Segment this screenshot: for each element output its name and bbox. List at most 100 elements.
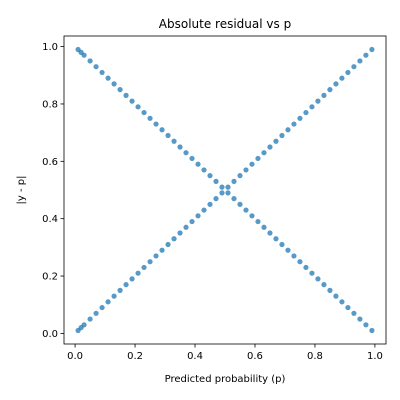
y-tick-label: 0.4 xyxy=(42,214,58,225)
scatter-point xyxy=(327,287,333,293)
scatter-point xyxy=(357,316,363,322)
x-axis-ticks: 0.0 0.2 0.4 0.6 0.8 1.0 xyxy=(67,344,383,362)
y-axis-ticks: 0.0 0.2 0.4 0.6 0.8 1.0 xyxy=(42,42,64,340)
scatter-point xyxy=(213,178,219,184)
y-tick-label: 0.6 xyxy=(42,157,58,168)
scatter-point xyxy=(363,52,369,58)
scatter-point xyxy=(183,150,189,156)
scatter-point xyxy=(177,230,183,236)
scatter-point xyxy=(165,241,171,248)
scatter-point xyxy=(345,69,351,76)
scatter-point xyxy=(105,299,111,305)
scatter-point xyxy=(273,236,279,242)
scatter-point xyxy=(87,58,93,64)
x-tick-label: 0.8 xyxy=(307,351,323,362)
scatter-point xyxy=(159,127,165,133)
scatter-point xyxy=(291,253,297,259)
scatter-point xyxy=(129,98,135,104)
scatter-point xyxy=(279,132,285,139)
scatter-point xyxy=(93,310,99,316)
scatter-point xyxy=(201,167,207,173)
scatter-point xyxy=(165,132,171,139)
y-tick-label: 0.8 xyxy=(42,99,58,110)
scatter-point xyxy=(321,282,327,288)
scatter-point xyxy=(99,304,105,311)
x-tick-label: 0.0 xyxy=(67,351,83,362)
scatter-point xyxy=(225,184,231,190)
scatter-point xyxy=(147,115,153,121)
scatter-point xyxy=(207,201,213,207)
chart-title: Absolute residual vs p xyxy=(159,17,291,31)
data-points xyxy=(75,46,375,334)
scatter-point xyxy=(351,64,357,70)
scatter-point xyxy=(339,75,345,81)
scatter-point xyxy=(219,184,225,190)
scatter-point xyxy=(207,173,213,179)
scatter-point xyxy=(285,127,291,133)
scatter-point xyxy=(297,259,303,265)
scatter-point xyxy=(363,322,369,328)
scatter-point xyxy=(81,52,87,58)
x-tick-label: 0.4 xyxy=(187,351,203,362)
scatter-point xyxy=(267,144,273,150)
scatter-point xyxy=(351,310,357,316)
scatter-point xyxy=(285,247,291,253)
scatter-point xyxy=(147,259,153,265)
scatter-point xyxy=(225,190,231,196)
scatter-point xyxy=(291,121,297,127)
x-tick-label: 0.6 xyxy=(247,351,263,362)
y-axis-label: |y - p| xyxy=(16,176,27,205)
scatter-point xyxy=(153,121,159,127)
scatter-point xyxy=(195,161,201,167)
scatter-point xyxy=(237,201,243,207)
scatter-point xyxy=(93,64,99,70)
scatter-point xyxy=(255,218,261,225)
scatter-point xyxy=(111,81,117,87)
scatter-point xyxy=(345,304,351,311)
scatter-point xyxy=(321,92,327,98)
scatter-point xyxy=(237,173,243,179)
scatter-point xyxy=(243,207,249,213)
scatter-point xyxy=(111,293,117,299)
scatter-point xyxy=(117,287,123,293)
scatter-point xyxy=(189,155,195,162)
scatter-point xyxy=(273,138,279,144)
scatter-point xyxy=(189,218,195,225)
x-axis-label: Predicted probability (p) xyxy=(165,374,286,385)
scatter-point xyxy=(99,69,105,76)
scatter-point xyxy=(183,224,189,230)
scatter-point xyxy=(171,236,177,242)
scatter-point xyxy=(195,213,201,219)
scatter-point xyxy=(129,276,135,282)
scatter-point xyxy=(123,282,129,288)
x-tick-label: 1.0 xyxy=(367,351,383,362)
plot-area-frame xyxy=(63,35,387,345)
y-tick-label: 1.0 xyxy=(42,42,58,53)
scatter-point xyxy=(261,224,267,230)
scatter-point xyxy=(357,58,363,64)
scatter-point xyxy=(261,150,267,156)
scatter-point xyxy=(81,322,87,328)
scatter-point xyxy=(309,270,315,276)
scatter-point xyxy=(267,230,273,236)
scatter-point xyxy=(303,264,309,271)
scatter-point xyxy=(255,155,261,162)
scatter-point xyxy=(333,81,339,87)
scatter-point xyxy=(249,213,255,219)
scatter-point xyxy=(135,104,141,110)
scatter-point xyxy=(333,293,339,299)
scatter-point xyxy=(315,98,321,104)
scatter-point xyxy=(231,196,237,202)
scatter-point xyxy=(105,75,111,81)
scatter-point xyxy=(213,196,219,202)
scatter-point xyxy=(303,109,309,116)
scatter-point xyxy=(141,264,147,271)
scatter-point xyxy=(117,87,123,93)
scatter-point xyxy=(123,92,129,98)
y-tick-label: 0.2 xyxy=(42,272,58,283)
scatter-point xyxy=(279,241,285,248)
scatter-point xyxy=(249,161,255,167)
scatter-point xyxy=(141,109,147,116)
scatter-point xyxy=(369,327,375,334)
scatter-point xyxy=(87,316,93,322)
